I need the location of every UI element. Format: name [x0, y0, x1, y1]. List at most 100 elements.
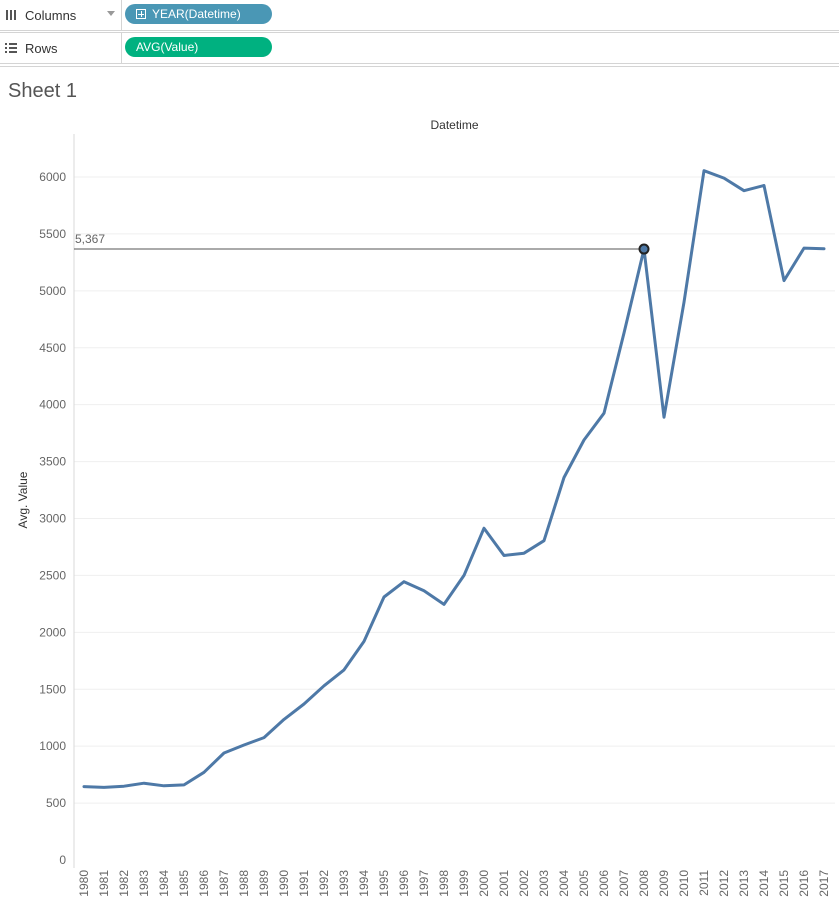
data-point-2000[interactable]	[482, 526, 487, 531]
data-point-1995[interactable]	[382, 595, 387, 600]
reference-label: 5,367	[75, 232, 105, 246]
columns-label-text: Columns	[25, 7, 77, 23]
data-point-1992[interactable]	[322, 683, 327, 688]
data-point-2016[interactable]	[802, 246, 807, 251]
data-point-1983[interactable]	[142, 781, 147, 786]
data-point-2011[interactable]	[702, 168, 707, 173]
chevron-down-icon[interactable]	[107, 11, 115, 16]
x-tick-label: 1990	[277, 870, 291, 897]
x-tick-label: 2014	[757, 870, 771, 897]
x-tick-label: 2005	[577, 870, 591, 897]
data-point-1982[interactable]	[122, 784, 127, 789]
data-point-2003[interactable]	[542, 538, 547, 543]
rows-label-text: Rows	[25, 40, 58, 56]
divider	[0, 66, 839, 67]
x-tick-label: 1983	[137, 870, 151, 897]
data-point-2013[interactable]	[742, 188, 747, 193]
x-tick-label: 2004	[557, 870, 571, 897]
data-point-2012[interactable]	[722, 176, 727, 181]
x-tick-label: 1984	[157, 870, 171, 897]
year-datetime-pill-text: YEAR(Datetime)	[152, 7, 241, 21]
x-tick-label: 2017	[817, 870, 831, 897]
rows-shelf-label: Rows	[0, 33, 122, 63]
x-tick-label: 2007	[617, 870, 631, 897]
y-tick-label: 1500	[39, 682, 66, 696]
columns-shelf: Columns YEAR(Datetime)	[0, 0, 839, 31]
columns-shelf-label: Columns	[0, 0, 122, 30]
x-tick-label: 1980	[77, 870, 91, 897]
x-tick-label: 1986	[197, 870, 211, 897]
y-tick-label: 4000	[39, 398, 66, 412]
data-point-2004[interactable]	[562, 475, 567, 480]
y-tick-label: 4500	[39, 341, 66, 355]
x-tick-label: 1981	[97, 870, 111, 897]
data-point-1989[interactable]	[262, 735, 267, 740]
x-tick-label: 1989	[257, 870, 271, 897]
y-tick-label: 3000	[39, 512, 66, 526]
year-datetime-pill[interactable]: YEAR(Datetime)	[125, 4, 272, 24]
data-point-1987[interactable]	[222, 750, 227, 755]
columns-icon	[5, 9, 17, 21]
avg-value-pill-text: AVG(Value)	[136, 40, 199, 54]
y-tick-label: 5500	[39, 227, 66, 241]
data-point-2017[interactable]	[822, 246, 827, 251]
x-tick-label: 2011	[697, 870, 711, 896]
data-point-2001[interactable]	[502, 553, 507, 558]
data-point-2009[interactable]	[662, 415, 667, 420]
x-tick-label: 2003	[537, 870, 551, 897]
x-tick-label: 1985	[177, 870, 191, 897]
x-tick-label: 2000	[477, 870, 491, 897]
x-tick-label: 1988	[237, 870, 251, 897]
y-tick-label: 2500	[39, 568, 66, 582]
data-point-1984[interactable]	[162, 783, 167, 788]
data-point-1980[interactable]	[82, 784, 87, 789]
y-tick-label: 6000	[39, 170, 66, 184]
data-point-1991[interactable]	[302, 702, 307, 707]
expand-plus-icon[interactable]	[136, 9, 146, 19]
data-point-2007[interactable]	[622, 330, 627, 335]
avg-value-pill[interactable]: AVG(Value)	[125, 37, 272, 57]
data-point-2014[interactable]	[762, 183, 767, 188]
data-point-1996[interactable]	[402, 579, 407, 584]
data-point-2002[interactable]	[522, 551, 527, 556]
data-point-1997[interactable]	[422, 588, 427, 593]
x-tick-label: 2015	[777, 870, 791, 897]
x-tick-label: 1994	[357, 870, 371, 897]
x-tick-label: 1998	[437, 870, 451, 897]
data-point-2005[interactable]	[582, 437, 587, 442]
data-point-1998[interactable]	[442, 602, 447, 607]
data-point-1999[interactable]	[462, 573, 467, 578]
x-tick-label: 1995	[377, 870, 391, 897]
x-tick-label: 2013	[737, 870, 751, 897]
y-axis: 0 500 1000 1500 2000 2500 3000 3500 4000 4500 5000…	[39, 170, 66, 867]
gridlines	[74, 176, 835, 804]
x-tick-label: 2016	[797, 870, 811, 897]
y-tick-label: 500	[46, 796, 66, 810]
x-tick-label: 1999	[457, 870, 471, 897]
data-point-1986[interactable]	[202, 770, 207, 775]
x-tick-label: 1991	[297, 870, 311, 897]
highlighted-point[interactable]	[638, 243, 650, 255]
x-tick-label: 1982	[117, 870, 131, 897]
data-point-2015[interactable]	[782, 278, 787, 283]
x-tick-label: 1996	[397, 870, 411, 897]
data-point-1990[interactable]	[282, 717, 287, 722]
y-axis-title: Avg. Value	[16, 471, 30, 528]
y-tick-label: 0	[59, 853, 66, 867]
x-tick-label: 2006	[597, 870, 611, 897]
data-point-2010[interactable]	[682, 300, 687, 305]
x-tick-label: 2009	[657, 870, 671, 897]
x-tick-label: 2008	[637, 870, 651, 897]
x-tick-label: 2002	[517, 870, 531, 897]
x-tick-label: 2001	[497, 870, 511, 897]
data-point-1981[interactable]	[102, 785, 107, 790]
data-point-1994[interactable]	[362, 639, 367, 644]
y-tick-label: 1000	[39, 739, 66, 753]
x-tick-label: 2012	[717, 870, 731, 897]
data-point-1988[interactable]	[242, 743, 247, 748]
rows-icon	[5, 42, 17, 54]
y-tick-label: 3500	[39, 455, 66, 469]
data-point-2006[interactable]	[602, 411, 607, 416]
data-point-1985[interactable]	[182, 782, 187, 787]
data-point-1993[interactable]	[342, 667, 347, 672]
